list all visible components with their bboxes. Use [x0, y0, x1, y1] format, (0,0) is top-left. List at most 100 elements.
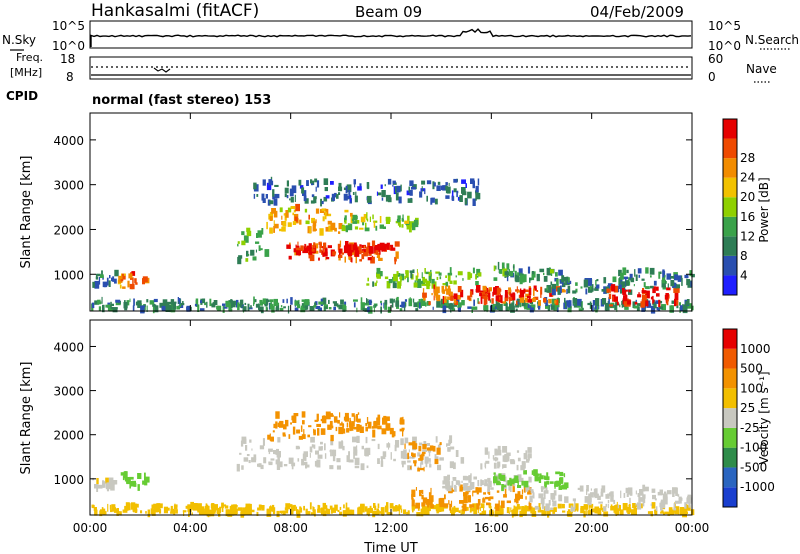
data-cell [449, 291, 453, 297]
data-cell [284, 187, 289, 194]
data-cell [387, 197, 392, 203]
data-cell [329, 465, 334, 470]
data-cell [589, 504, 591, 511]
data-cell [494, 448, 498, 456]
y-tick-label: 4000 [53, 134, 84, 148]
data-cell [429, 464, 432, 468]
data-cell [153, 298, 158, 303]
data-cell [304, 208, 308, 213]
data-cell [682, 306, 688, 314]
data-cell [275, 307, 277, 312]
data-cell [330, 439, 334, 446]
data-cell [519, 277, 523, 285]
data-cell [655, 506, 658, 511]
data-cell [141, 305, 146, 308]
data-cell [467, 306, 472, 309]
data-cell [266, 182, 272, 191]
data-cell [241, 240, 246, 246]
nave-tick-top: 60 [708, 52, 723, 66]
data-cell [223, 306, 228, 309]
data-cell [459, 287, 462, 293]
data-cell [303, 246, 309, 254]
data-cell [477, 487, 482, 493]
data-cell [408, 442, 413, 446]
data-cell [469, 485, 474, 489]
data-cell [333, 303, 339, 307]
data-cell [359, 244, 362, 248]
data-cell [662, 269, 665, 275]
colorbar-segment [723, 236, 737, 256]
data-cell [495, 503, 500, 511]
data-cell [300, 307, 306, 313]
data-cell [413, 282, 418, 288]
data-cell [397, 505, 402, 510]
data-cell [666, 273, 672, 280]
data-cell [281, 226, 286, 232]
data-cell [506, 507, 510, 514]
data-cell [399, 428, 405, 432]
data-cell [377, 458, 380, 464]
data-cell [493, 476, 498, 484]
data-cell [134, 509, 138, 513]
data-cell [304, 243, 306, 247]
data-cell [376, 272, 381, 278]
data-cell [200, 308, 205, 311]
data-cell [122, 509, 128, 513]
data-cell [492, 455, 495, 460]
data-cell [400, 273, 405, 281]
data-cell [108, 280, 111, 287]
data-cell [477, 178, 480, 186]
data-cell [311, 194, 315, 198]
data-cell [653, 280, 657, 286]
data-cell [348, 253, 351, 260]
data-cell [387, 306, 392, 313]
y-tick-label: 3000 [53, 385, 84, 399]
data-cell [377, 252, 381, 258]
data-cell [467, 495, 471, 503]
data-cell [410, 271, 413, 278]
data-cell [551, 494, 554, 502]
data-cell [395, 440, 400, 448]
data-cell [309, 306, 315, 311]
data-cell [268, 448, 273, 452]
colorbar-segment [723, 447, 737, 468]
data-cell [652, 295, 654, 304]
data-cell [434, 458, 439, 465]
data-cell [320, 508, 324, 514]
data-cell [678, 509, 680, 515]
data-cell [397, 220, 400, 226]
data-cell [430, 504, 434, 509]
data-cell [439, 276, 442, 280]
data-cell [509, 298, 511, 304]
data-cell [217, 305, 222, 311]
data-cell [392, 282, 397, 289]
data-cell [570, 507, 575, 511]
data-cell [251, 457, 257, 463]
data-cell [530, 496, 532, 502]
data-cell [453, 280, 457, 285]
data-cell [529, 301, 534, 305]
data-cell [315, 306, 321, 309]
data-cell [545, 304, 549, 309]
data-cell [327, 245, 332, 249]
data-cell [411, 504, 416, 509]
data-cell [510, 270, 513, 276]
data-cell [556, 305, 559, 312]
data-cell [508, 482, 511, 491]
data-cell [403, 449, 407, 456]
data-cell [310, 179, 313, 184]
data-cell [350, 250, 354, 253]
data-cell [495, 295, 500, 302]
data-cell [662, 277, 666, 284]
data-cell [673, 507, 677, 511]
data-cell [292, 415, 297, 423]
data-cell [453, 178, 458, 183]
data-cell [400, 440, 403, 445]
data-cell [586, 489, 588, 495]
colorbar-segment [723, 329, 737, 349]
data-cell [317, 508, 321, 513]
data-cell [173, 505, 178, 510]
data-cell [583, 510, 586, 518]
data-cell [557, 287, 561, 295]
data-cell [540, 486, 545, 490]
